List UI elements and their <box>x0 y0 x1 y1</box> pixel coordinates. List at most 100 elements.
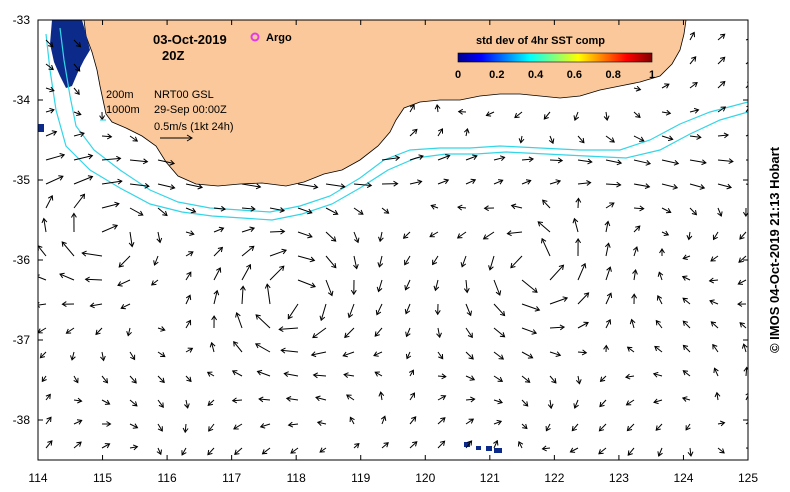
current-arrow <box>485 111 495 117</box>
current-arrow <box>717 56 726 65</box>
current-arrow <box>297 183 319 190</box>
current-arrow <box>153 255 159 266</box>
current-arrow <box>437 154 451 161</box>
current-arrow <box>129 423 139 429</box>
current-arrow <box>465 375 476 381</box>
current-arrow <box>409 392 416 401</box>
current-arrow <box>739 231 747 240</box>
current-arrow <box>404 303 411 315</box>
colorbar-tick-label: 0 <box>455 69 461 81</box>
current-arrow <box>157 326 166 332</box>
current-arrow <box>381 442 389 449</box>
current-arrow <box>709 299 719 305</box>
current-arrow <box>437 417 446 425</box>
current-arrow <box>629 318 636 329</box>
current-arrow <box>710 321 719 329</box>
current-arrow <box>598 447 607 455</box>
current-arrow <box>278 326 299 333</box>
legend-scale: 0.5m/s (1kt 24h) <box>154 121 233 133</box>
x-tick-label: 120 <box>415 471 435 485</box>
current-arrow <box>61 301 75 308</box>
current-arrow <box>689 82 698 89</box>
x-tick-label: 121 <box>480 471 500 485</box>
current-arrow <box>101 224 119 233</box>
current-arrow <box>353 255 359 270</box>
current-arrow <box>745 134 748 137</box>
current-arrow <box>745 38 748 41</box>
current-arrow <box>710 255 719 262</box>
current-arrow <box>95 327 103 336</box>
current-arrow <box>207 399 215 406</box>
x-tick-label: 118 <box>287 471 306 485</box>
current-arrow <box>549 296 569 305</box>
y-axis: -33 -34 -35 -36 -37 -38 <box>13 13 748 427</box>
current-arrow <box>280 347 299 354</box>
current-arrow <box>434 103 441 113</box>
current-arrow <box>213 289 220 305</box>
current-arrow <box>185 375 192 383</box>
current-arrow <box>521 327 538 335</box>
x-tick-label: 114 <box>28 471 47 485</box>
current-arrow <box>737 301 747 307</box>
current-arrow <box>682 370 691 377</box>
current-arrow <box>73 375 79 384</box>
current-arrow <box>661 183 679 190</box>
current-arrow <box>437 395 447 401</box>
current-arrow <box>432 255 439 266</box>
current-arrow <box>603 344 610 353</box>
current-arrow <box>241 226 256 233</box>
current-arrow <box>89 302 103 309</box>
current-arrow <box>655 423 663 431</box>
current-arrow <box>381 180 399 187</box>
current-arrow <box>234 447 243 456</box>
current-arrow <box>211 315 218 329</box>
current-arrow <box>493 303 506 317</box>
current-arrow <box>353 231 360 244</box>
current-arrow <box>717 420 726 427</box>
current-arrow <box>657 447 663 457</box>
current-arrow <box>465 327 473 339</box>
current-arrow <box>256 369 271 377</box>
current-arrow <box>605 202 615 209</box>
current-arrow <box>269 248 287 257</box>
current-arrow <box>521 179 532 185</box>
current-arrow <box>312 327 327 339</box>
current-arrow <box>185 319 192 329</box>
current-arrow <box>657 271 664 281</box>
current-arrow <box>633 159 652 166</box>
sst-patch-south <box>464 442 502 453</box>
current-arrow <box>569 447 579 453</box>
x-tick-label: 116 <box>158 471 177 485</box>
current-arrow <box>537 221 551 233</box>
current-arrow <box>656 295 663 305</box>
current-arrow <box>573 399 579 409</box>
current-arrow <box>269 228 286 235</box>
current-arrow <box>409 154 424 161</box>
current-arrow <box>73 175 94 185</box>
current-arrow <box>404 279 411 291</box>
current-arrow <box>297 255 316 263</box>
current-arrow <box>129 158 149 165</box>
current-arrow <box>241 205 256 212</box>
current-arrow <box>126 327 132 337</box>
colorbar-tick-label: 1 <box>649 69 655 81</box>
current-arrow <box>258 396 271 403</box>
current-arrow <box>129 399 138 407</box>
current-arrow <box>434 303 441 316</box>
current-arrow <box>45 175 64 185</box>
current-arrow <box>297 279 316 288</box>
y-tick-label: -34 <box>13 93 31 107</box>
current-arrow <box>373 351 383 357</box>
current-arrow <box>506 230 523 237</box>
current-arrow <box>717 80 726 89</box>
current-arrow <box>521 303 541 312</box>
x-tick-label: 124 <box>673 471 693 485</box>
current-arrow <box>681 275 691 281</box>
current-arrow <box>117 279 131 287</box>
current-arrow <box>353 442 360 449</box>
current-arrow <box>157 423 163 432</box>
current-arrow <box>347 303 355 319</box>
current-arrow <box>712 231 719 241</box>
current-arrow <box>661 135 674 142</box>
current-arrow <box>45 39 54 48</box>
